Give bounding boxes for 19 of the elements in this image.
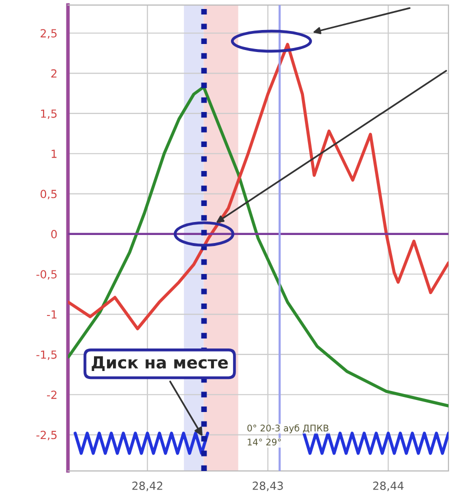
y-tick-label: -2,5 (36, 430, 57, 440)
line-series (68, 42, 448, 330)
y-tick-label: 1 (52, 150, 57, 158)
annotation: Диск на месте (92, 356, 228, 372)
y-tick-label: 0,5 (40, 190, 57, 200)
annotation: 0° 20-3 ауб ДПКВ (247, 424, 328, 434)
y-tick-label: -0,5 (36, 270, 57, 280)
y-tick-label: -1 (47, 310, 57, 319)
y-tick-label: -1,5 (36, 350, 57, 360)
y-tick-label: 0 (51, 230, 57, 238)
y-tick-label: -2 (47, 390, 56, 399)
y-tick-label: 1,5 (41, 110, 57, 119)
y-tick-label: 2,5 (40, 29, 57, 39)
x-tick-label: 28,44 (373, 482, 404, 492)
x-tick-label: 28,43 (252, 482, 283, 492)
annotation: 14° 29° (248, 438, 281, 446)
line-series (68, 85, 448, 408)
y-tick-label: 2 (51, 69, 56, 78)
x-tick-label: 28,42 (132, 482, 162, 492)
